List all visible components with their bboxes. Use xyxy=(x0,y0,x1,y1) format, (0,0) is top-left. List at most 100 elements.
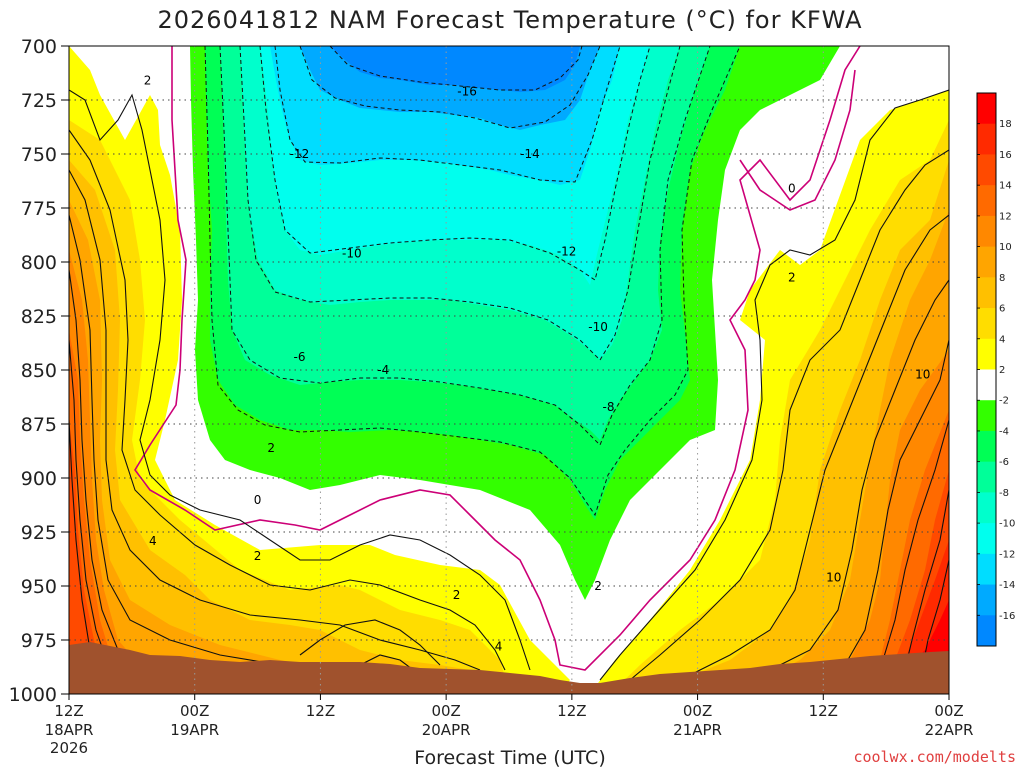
contour-label: 2 xyxy=(788,270,796,284)
contour-label: -10 xyxy=(588,320,608,334)
colorbar-swatch xyxy=(977,492,996,524)
contour-label: -6 xyxy=(293,350,305,364)
colorbar-label: -12 xyxy=(999,549,1015,560)
contour-label: 0 xyxy=(788,182,796,196)
x-tick-label: 00Z xyxy=(180,702,209,720)
x-tick-label: 00Z xyxy=(683,702,712,720)
contour-label: -8 xyxy=(603,400,615,414)
contour-label: 2 xyxy=(267,441,275,455)
colorbar-label: 18 xyxy=(999,119,1012,130)
x-axis-label: Forecast Time (UTC) xyxy=(414,747,605,768)
colorbar-label: -16 xyxy=(999,611,1015,622)
contour-label: 2 xyxy=(144,74,152,88)
colorbar-swatch xyxy=(977,369,996,401)
x-tick-date: 18APR xyxy=(45,721,94,739)
colorbar-swatch xyxy=(977,553,996,586)
contour-label: -14 xyxy=(520,147,540,161)
y-tick-label: 800 xyxy=(21,252,57,274)
temp-band-4-6-left xyxy=(69,120,510,694)
colorbar-swatch xyxy=(977,523,996,555)
colorbar-swatch xyxy=(977,246,996,278)
contour-label: 0 xyxy=(254,493,262,507)
x-tick-date: 19APR xyxy=(170,721,219,739)
colorbar-label: -10 xyxy=(999,519,1015,530)
x-tick-label: 00Z xyxy=(431,702,460,720)
contour-label: -10 xyxy=(342,247,362,261)
colorbar-swatch xyxy=(977,123,996,155)
colorbar-label: -4 xyxy=(999,426,1009,437)
plot-area: 2 -16 -12 -14 0 -10 -12 2 -10 -6 -4 10 -8 2 0 4 2 10 2 2 4 xyxy=(69,46,949,694)
negative-contours xyxy=(204,46,741,517)
colorbar-label: 8 xyxy=(999,273,1005,284)
x-tick-year: 2026 xyxy=(50,739,88,757)
x-tick-label: 12Z xyxy=(306,702,335,720)
contour-label: -16 xyxy=(457,85,477,99)
colorbar-swatch xyxy=(977,185,996,217)
colorbar-label: 12 xyxy=(999,211,1012,222)
colorbar-swatch xyxy=(977,215,996,248)
y-tick-label: 750 xyxy=(21,144,57,166)
contour-label: -12 xyxy=(557,244,577,258)
colorbar-swatch xyxy=(977,400,996,432)
y-tick-label: 850 xyxy=(21,360,57,382)
credit-link[interactable]: coolwx.com/modelts xyxy=(853,748,1016,766)
colorbar-label: -14 xyxy=(999,580,1015,591)
x-tick-label: 12Z xyxy=(809,702,838,720)
colorbar-swatch xyxy=(977,584,996,616)
x-tick-date: 22APR xyxy=(925,721,974,739)
colorbar-label: 16 xyxy=(999,150,1012,161)
colorbar-label: -6 xyxy=(999,457,1009,468)
contour-label: -4 xyxy=(377,363,389,377)
y-tick-label: 725 xyxy=(21,90,57,112)
x-tick-label: 12Z xyxy=(557,702,586,720)
colorbar-swatch xyxy=(977,154,996,186)
contour-label: 2 xyxy=(594,579,602,593)
colorbar-label: -8 xyxy=(999,488,1009,499)
contour-label: 2 xyxy=(254,549,262,563)
isotherm-0c xyxy=(134,46,861,671)
colorbar-swatch xyxy=(977,430,996,463)
chart-title: 2026041812 NAM Forecast Temperature (°C)… xyxy=(158,6,863,34)
colorbar-label: 14 xyxy=(999,181,1012,192)
grid-lines xyxy=(69,46,949,694)
colorbar-label: 2 xyxy=(999,365,1005,376)
y-tick-label: 950 xyxy=(21,576,57,598)
colorbar-swatch xyxy=(977,277,996,309)
ground-terrain xyxy=(69,642,949,694)
colorbar-label: -2 xyxy=(999,396,1009,407)
temp-band-minus16-minus18 xyxy=(330,46,580,92)
colorbar-label: 10 xyxy=(999,242,1012,253)
y-tick-label: 975 xyxy=(21,630,57,652)
colorbar-swatch xyxy=(977,93,996,125)
contour-label: 4 xyxy=(149,534,157,548)
y-tick-label: 925 xyxy=(21,522,57,544)
contour-labels: 2 -16 -12 -14 0 -10 -12 2 -10 -6 -4 10 -8 2 0 4 2 10 2 2 4 xyxy=(144,74,931,654)
y-tick-label: 900 xyxy=(21,468,57,490)
colorbar-swatch xyxy=(977,461,996,493)
colorbar-swatch xyxy=(977,308,996,340)
colorbar-label: 4 xyxy=(999,334,1005,345)
y-tick-label: 1000 xyxy=(9,684,57,706)
x-tick-label: 12Z xyxy=(54,702,83,720)
x-tick-date: 20APR xyxy=(422,721,471,739)
y-tick-label: 775 xyxy=(21,198,57,220)
temp-band-14-16-left xyxy=(69,420,108,694)
contour-label: -12 xyxy=(290,147,310,161)
x-tick-date: 21APR xyxy=(673,721,722,739)
y-tick-label: 825 xyxy=(21,306,57,328)
y-tick-label: 875 xyxy=(21,414,57,436)
contour-label: 10 xyxy=(915,367,930,381)
colorbar: 18 16 14 12 10 8 6 4 2 -2 -4 -6 -8 -10 -12 -14 -16 xyxy=(976,92,1015,647)
contour-label: 4 xyxy=(495,640,503,654)
contour-label: 10 xyxy=(826,571,841,585)
x-tick-label: 00Z xyxy=(934,702,963,720)
contour-label: 2 xyxy=(453,588,461,602)
y-axis: 700 725 750 775 800 825 850 875 900 925 950 975 1000 xyxy=(9,36,69,706)
colorbar-label: 6 xyxy=(999,304,1005,315)
isotherm-0c-right-closed xyxy=(739,69,856,211)
colorbar-swatch xyxy=(977,615,996,647)
y-tick-label: 700 xyxy=(21,36,57,58)
colorbar-swatch xyxy=(977,338,996,370)
